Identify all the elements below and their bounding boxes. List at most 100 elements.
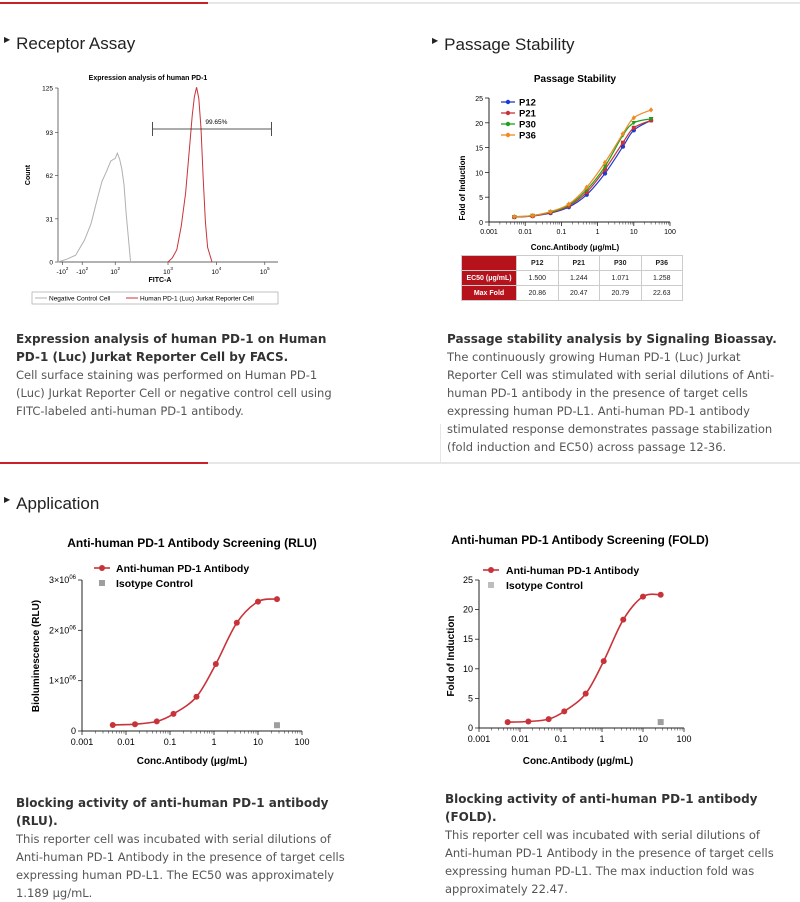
table-cell: 20.86: [516, 285, 559, 301]
fold-y-tick-label: 25: [463, 575, 473, 585]
triangle-bullet-icon: ▶: [432, 36, 439, 46]
fold-anti-human-pd-1-antibody-point: [525, 718, 532, 725]
fold-y-axis-label: Fold of Induction: [446, 615, 457, 696]
table-cell: 1.258: [640, 270, 683, 286]
facs-histogram-chart: Expression analysis of human PD-1 0 31 62 9…: [25, 75, 279, 305]
table-cell: 20.79: [599, 285, 642, 301]
middle-divider: [0, 462, 800, 464]
facs-x-tick-label: 103: [163, 266, 173, 276]
passage-caption-body: The continuously growing Human PD-1 (Luc…: [447, 350, 775, 454]
receptor-caption: Expression analysis of human PD-1 on Hum…: [16, 330, 346, 420]
pd1-histogram-line: [167, 87, 213, 263]
fold-caption-heading: Blocking activity of anti-human PD-1 ant…: [445, 792, 758, 824]
fold-anti-human-pd-1-antibody-point: [545, 716, 552, 723]
passage-legend-marker: [505, 132, 511, 138]
column-divider: [440, 424, 441, 462]
rlu-anti-human-pd-1-antibody-point: [170, 710, 177, 717]
passage-stability-chart: Passage Stability 0 5 10 15 20 25 0.001 0.01 0.1…: [458, 74, 676, 252]
rlu-x-tick-label: 100: [294, 737, 309, 747]
facs-legend-pd1: Human PD-1 (Luc) Jurkat Reporter Cell: [140, 296, 254, 303]
passage-y-tick-label: 15: [475, 146, 483, 153]
facs-x-tick-label: 102: [110, 266, 120, 276]
rlu-x-tick-label: 0.1: [164, 737, 177, 747]
fold-x-tick-label: 0.01: [511, 734, 529, 744]
rlu-anti-human-pd-1-antibody-point: [233, 619, 240, 626]
fold-y-tick-label: 15: [463, 634, 473, 644]
table-header-row: P12 P21 P30 P36: [461, 255, 683, 271]
application-title-text: Application: [16, 494, 100, 513]
passage-p36-point: [620, 131, 626, 137]
rlu-y-tick-label: 2×1006: [49, 625, 77, 635]
fold-anti-human-pd-1-antibody-point: [504, 719, 511, 726]
rlu-screening-chart: Anti-human PD-1 Antibody Screening (RLU)…: [31, 536, 317, 767]
rlu-y-tick-label: 1×1006: [49, 676, 77, 686]
facs-chart-title: Expression analysis of human PD-1: [89, 75, 208, 82]
passage-p21-point: [584, 190, 589, 195]
top-divider: [0, 2, 800, 4]
rlu-anti-human-pd-1-antibody-point: [255, 598, 261, 605]
passage-p30-point: [631, 121, 637, 126]
fold-y-tick-label: 10: [463, 664, 473, 674]
passage-x-tick-label: 10: [630, 229, 638, 236]
fold-y-tick-label: 20: [463, 605, 473, 615]
passage-p36-point: [648, 107, 654, 113]
passage-p30-point: [648, 117, 654, 122]
passage-p12-point: [602, 171, 608, 176]
rlu-caption-heading: Blocking activity of anti-human PD-1 ant…: [16, 796, 329, 828]
table-header-cell: P12: [516, 255, 559, 271]
fold-x-tick-label: 100: [676, 734, 691, 744]
passage-p21-point: [620, 140, 625, 145]
passage-ec50-table: P12 P21 P30 P36 EC50 (μg/mL) 1.500 1.244…: [461, 255, 683, 301]
passage-y-tick-label: 5: [479, 195, 483, 202]
receptor-section-title: ▶ Receptor Assay: [4, 34, 135, 54]
passage-chart-title: Passage Stability: [534, 74, 617, 85]
fold-x-tick-label: 1: [599, 734, 604, 744]
facs-x-axis-label: FITC-A: [149, 277, 172, 284]
fold-y-tick-label: 5: [468, 693, 473, 703]
facs-x-tick-label: 104: [212, 266, 222, 276]
rlu-anti-human-pd-1-antibody-line: [112, 598, 278, 726]
passage-x-tick-label: 0.1: [557, 229, 567, 236]
table-row-label: Max Fold: [461, 285, 517, 301]
passage-legend-label: P30: [519, 120, 536, 131]
table-row: Max Fold 20.86 20.47 20.79 22.63: [461, 285, 683, 301]
fold-legend-isotype: Isotype Control: [506, 580, 583, 592]
facs-y-tick-label: 31: [46, 216, 54, 223]
passage-p21-point: [631, 125, 636, 130]
rlu-caption: Blocking activity of anti-human PD-1 ant…: [16, 794, 346, 902]
rlu-y-tick-label: 3×1006: [49, 575, 77, 585]
receptor-caption-heading: Expression analysis of human PD-1 on Hum…: [16, 332, 327, 364]
rlu-x-tick-label: 1: [211, 737, 216, 747]
facs-x-tick-label: -102: [76, 266, 88, 276]
rlu-y-tick-label: 0: [71, 726, 76, 736]
passage-y-axis-label: Fold of Induction: [458, 155, 467, 220]
fold-legend-antibody: Anti-human PD-1 Antibody: [506, 565, 639, 577]
rlu-caption-body: This reporter cell was incubated with se…: [16, 832, 345, 900]
passage-section-title: ▶ Passage Stability: [432, 35, 575, 55]
table-header-cell: [461, 255, 517, 271]
rlu-anti-human-pd-1-antibody-point: [212, 661, 219, 668]
table-header-cell: P30: [599, 255, 642, 271]
rlu-x-tick-label: 10: [253, 737, 263, 747]
table-row: EC50 (μg/mL) 1.500 1.244 1.071 1.258: [461, 270, 683, 286]
facs-legend-negative: Negative Control Cell: [49, 296, 111, 303]
rlu-anti-human-pd-1-antibody-point: [193, 693, 200, 700]
fold-anti-human-pd-1-antibody-point: [620, 616, 627, 623]
application-section-title: ▶ Application: [4, 494, 99, 514]
passage-p36-point: [602, 159, 608, 166]
passage-x-tick-label: 0.001: [480, 229, 498, 236]
passage-title-text: Passage Stability: [444, 35, 575, 54]
passage-legend-marker: [505, 121, 511, 127]
facs-x-tick-label: -102: [56, 266, 68, 276]
passage-caption: Passage stability analysis by Signaling …: [447, 330, 792, 456]
fold-anti-human-pd-1-antibody-point: [582, 690, 589, 697]
table-cell: 20.47: [557, 285, 600, 301]
passage-legend-label: P12: [519, 98, 536, 109]
passage-p21-point: [602, 167, 607, 172]
passage-legend-marker: [505, 99, 511, 105]
table-cell: 1.071: [599, 270, 642, 286]
passage-legend-label: P21: [519, 109, 537, 120]
negative-histogram-line: [57, 151, 132, 263]
facs-y-tick-label: 125: [42, 86, 53, 93]
passage-y-tick-label: 20: [475, 121, 483, 128]
